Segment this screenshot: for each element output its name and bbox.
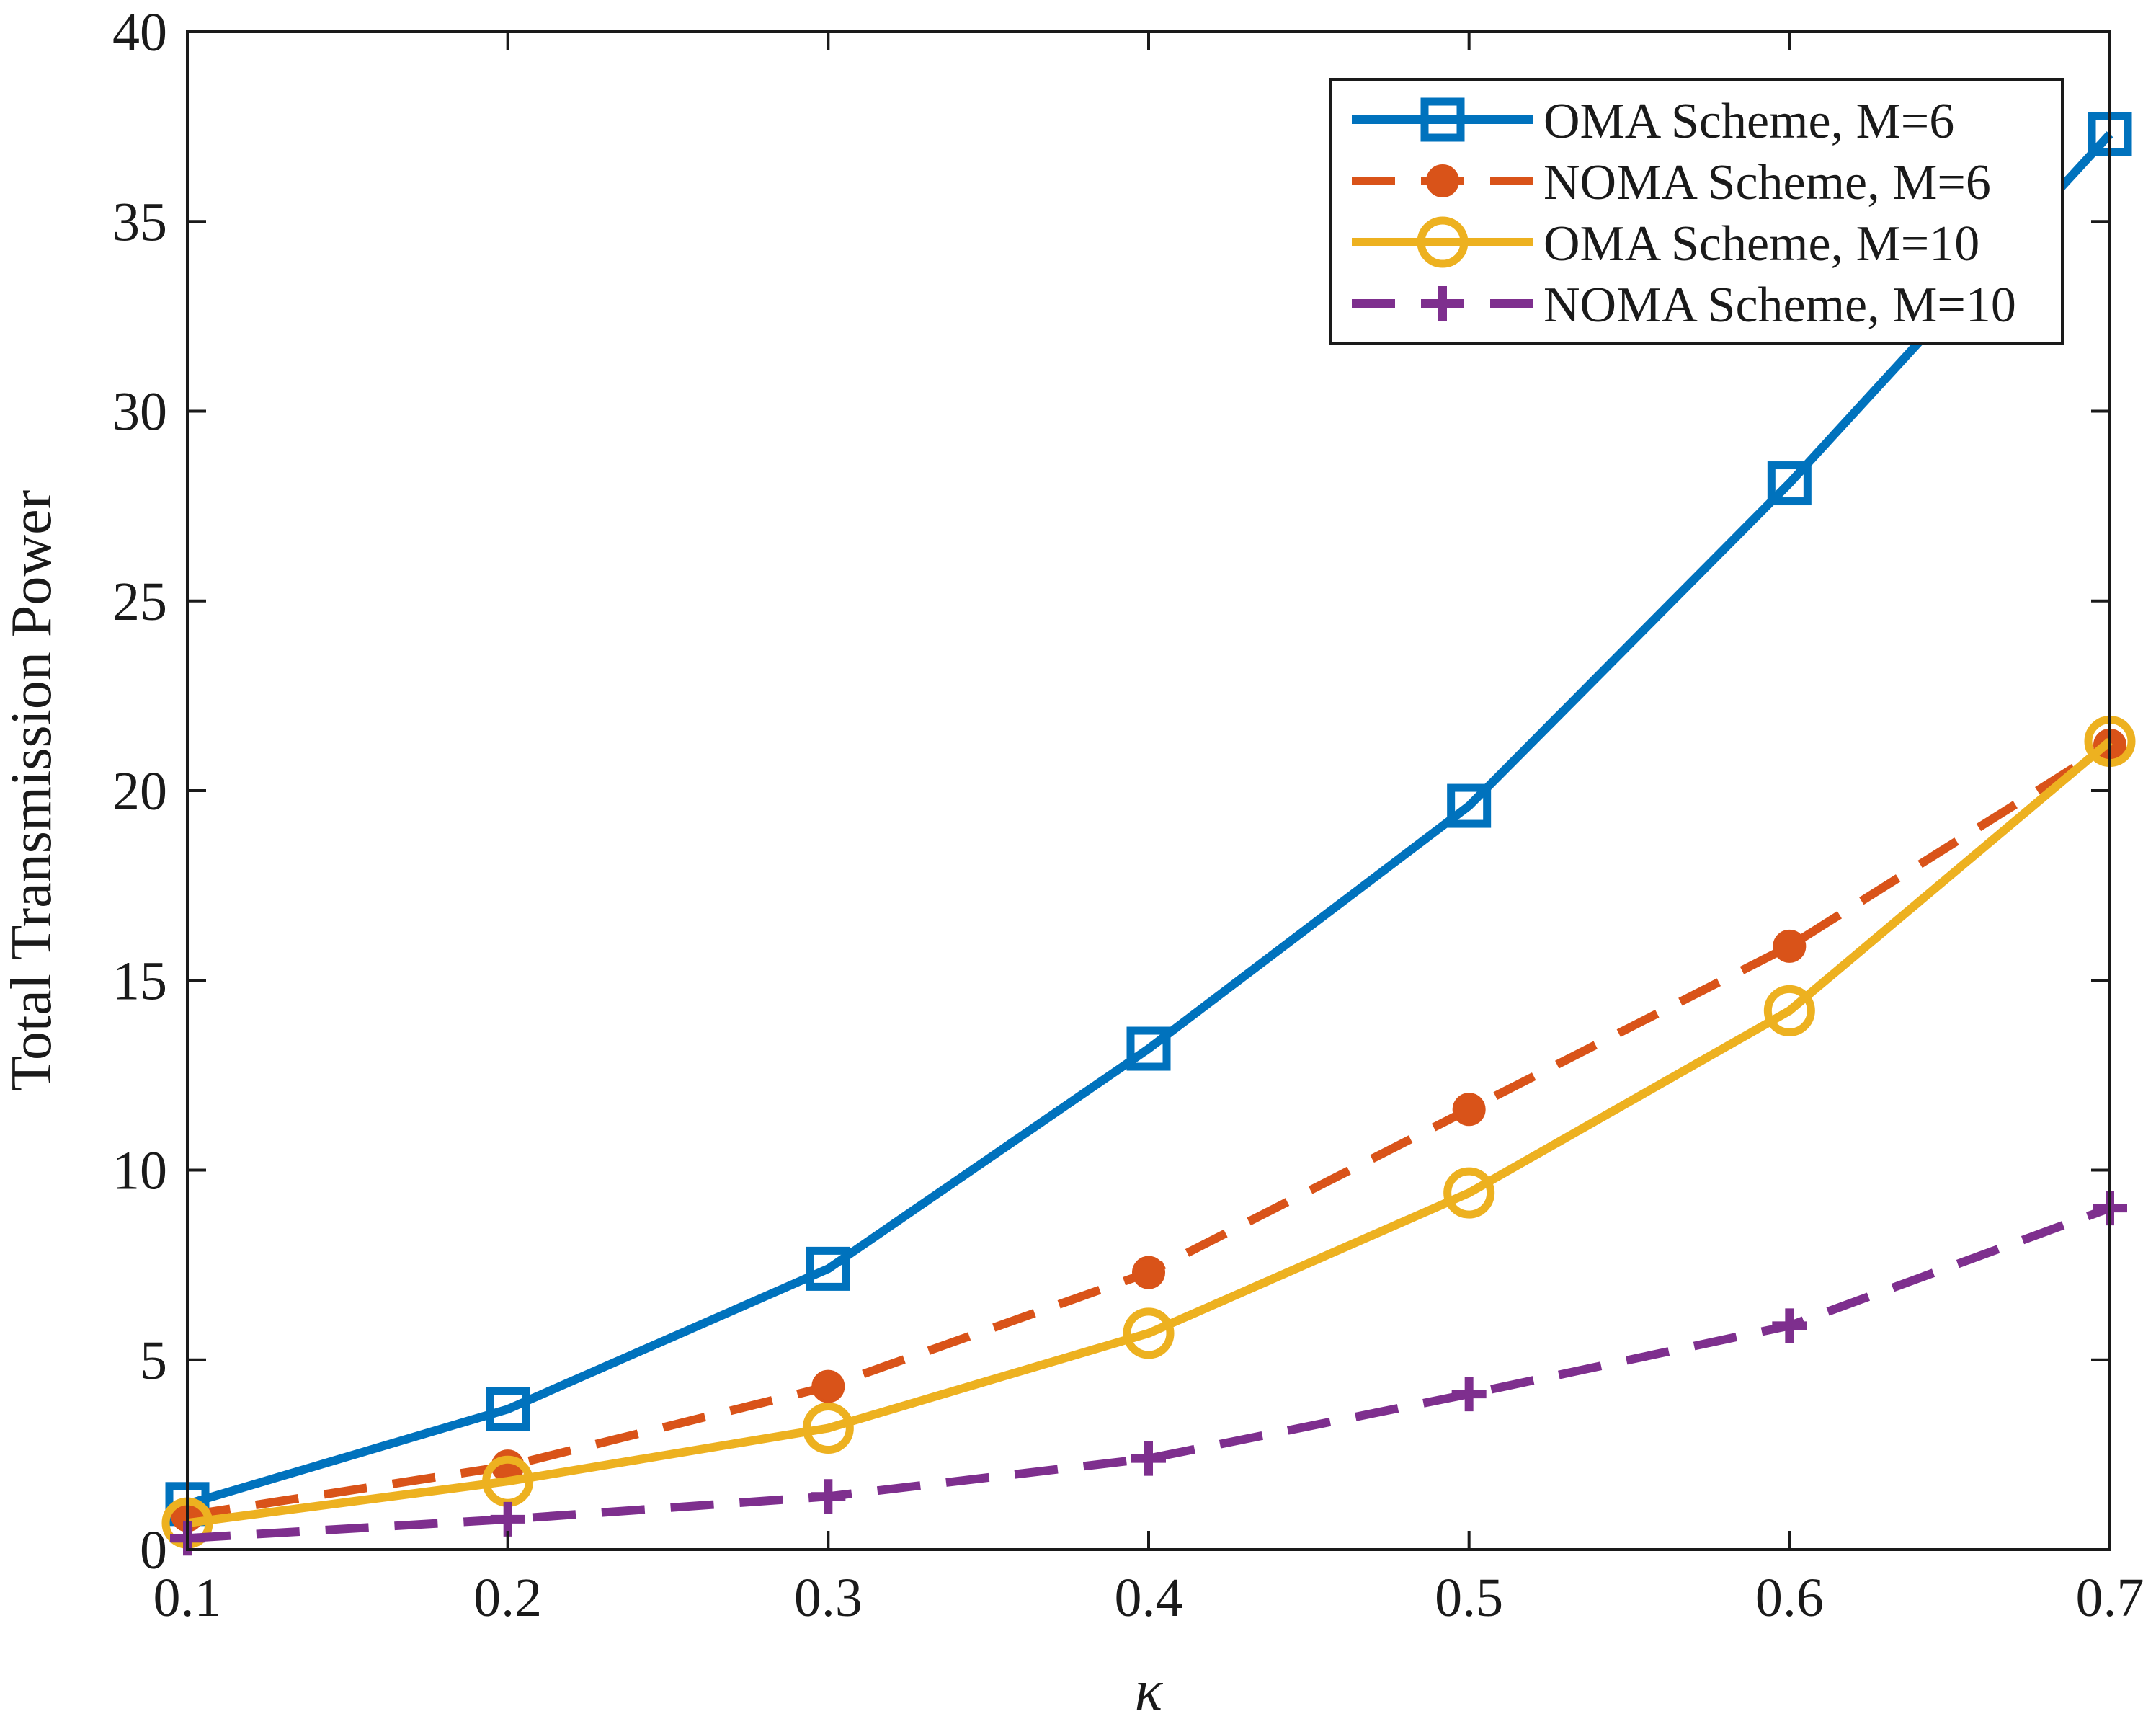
- x-tick-label: 0.1: [153, 1568, 222, 1628]
- data-point: [490, 1501, 525, 1537]
- legend-label: OMA Scheme, M=10: [1544, 216, 1979, 272]
- data-point: [1447, 783, 1492, 828]
- x-tick-label: 0.7: [2076, 1568, 2144, 1628]
- series-layer: [161, 112, 2136, 1556]
- legend-marker: [1425, 286, 1460, 321]
- data-point: [486, 1387, 530, 1431]
- y-tick-label: 15: [112, 951, 167, 1011]
- y-tick-label: 0: [140, 1520, 167, 1581]
- legend-item: NOMA Scheme, M=6: [1352, 155, 1991, 210]
- legend-marker: [1420, 97, 1465, 142]
- data-point: [802, 1403, 854, 1454]
- x-axis-title: κ: [1135, 1659, 1164, 1723]
- data-point: [811, 1369, 845, 1403]
- legend-label: OMA Scheme, M=6: [1544, 94, 1954, 149]
- legend-item: OMA Scheme, M=10: [1352, 216, 1979, 272]
- data-point: [1132, 1256, 1165, 1289]
- y-tick-label: 40: [112, 2, 167, 63]
- y-tick-label: 30: [112, 382, 167, 443]
- legend-label: NOMA Scheme, M=10: [1544, 277, 2016, 333]
- series-line: [186, 131, 2113, 1508]
- x-tick-label: 0.4: [1115, 1568, 1183, 1628]
- x-tick-label: 0.5: [1435, 1568, 1503, 1628]
- data-point: [1126, 1026, 1171, 1071]
- x-tick-label: 0.6: [1755, 1568, 1824, 1628]
- data-point: [1763, 985, 1815, 1036]
- data-point: [1773, 929, 1807, 963]
- data-point: [1767, 461, 1812, 506]
- data-point: [1123, 1307, 1175, 1359]
- y-tick-label: 35: [112, 192, 167, 252]
- legend-item: OMA Scheme, M=6: [1352, 94, 1954, 149]
- y-tick-label: 5: [140, 1330, 167, 1391]
- legend: OMA Scheme, M=6 NOMA Scheme, M=6 OMA Schem…: [1329, 78, 2064, 345]
- data-point: [1131, 1441, 1166, 1476]
- y-tick-label: 25: [112, 572, 167, 632]
- x-tick-label: 0.3: [794, 1568, 863, 1628]
- data-point: [1452, 1093, 1486, 1127]
- y-tick-label: 10: [112, 1141, 167, 1201]
- data-point: [806, 1246, 850, 1291]
- data-point: [1443, 1167, 1495, 1219]
- y-axis-title: Total Transmission Power: [0, 490, 63, 1092]
- y-tick-label: 20: [112, 761, 167, 822]
- data-point: [1451, 1377, 1487, 1412]
- x-tick-label: 0.2: [473, 1568, 542, 1628]
- legend-marker: [1426, 164, 1459, 197]
- legend-marker: [1417, 216, 1469, 268]
- ticks-layer: 0.1 0.2 0.3 0.4 0.5 0.6 0.7 0 5 10 15 20 25 30 35 40: [112, 2, 2144, 1628]
- data-point: [1772, 1308, 1807, 1343]
- legend-item: NOMA Scheme, M=10: [1352, 277, 2016, 333]
- series-line: [187, 737, 2113, 1528]
- legend-label: NOMA Scheme, M=6: [1544, 155, 1991, 210]
- data-point: [811, 1479, 846, 1514]
